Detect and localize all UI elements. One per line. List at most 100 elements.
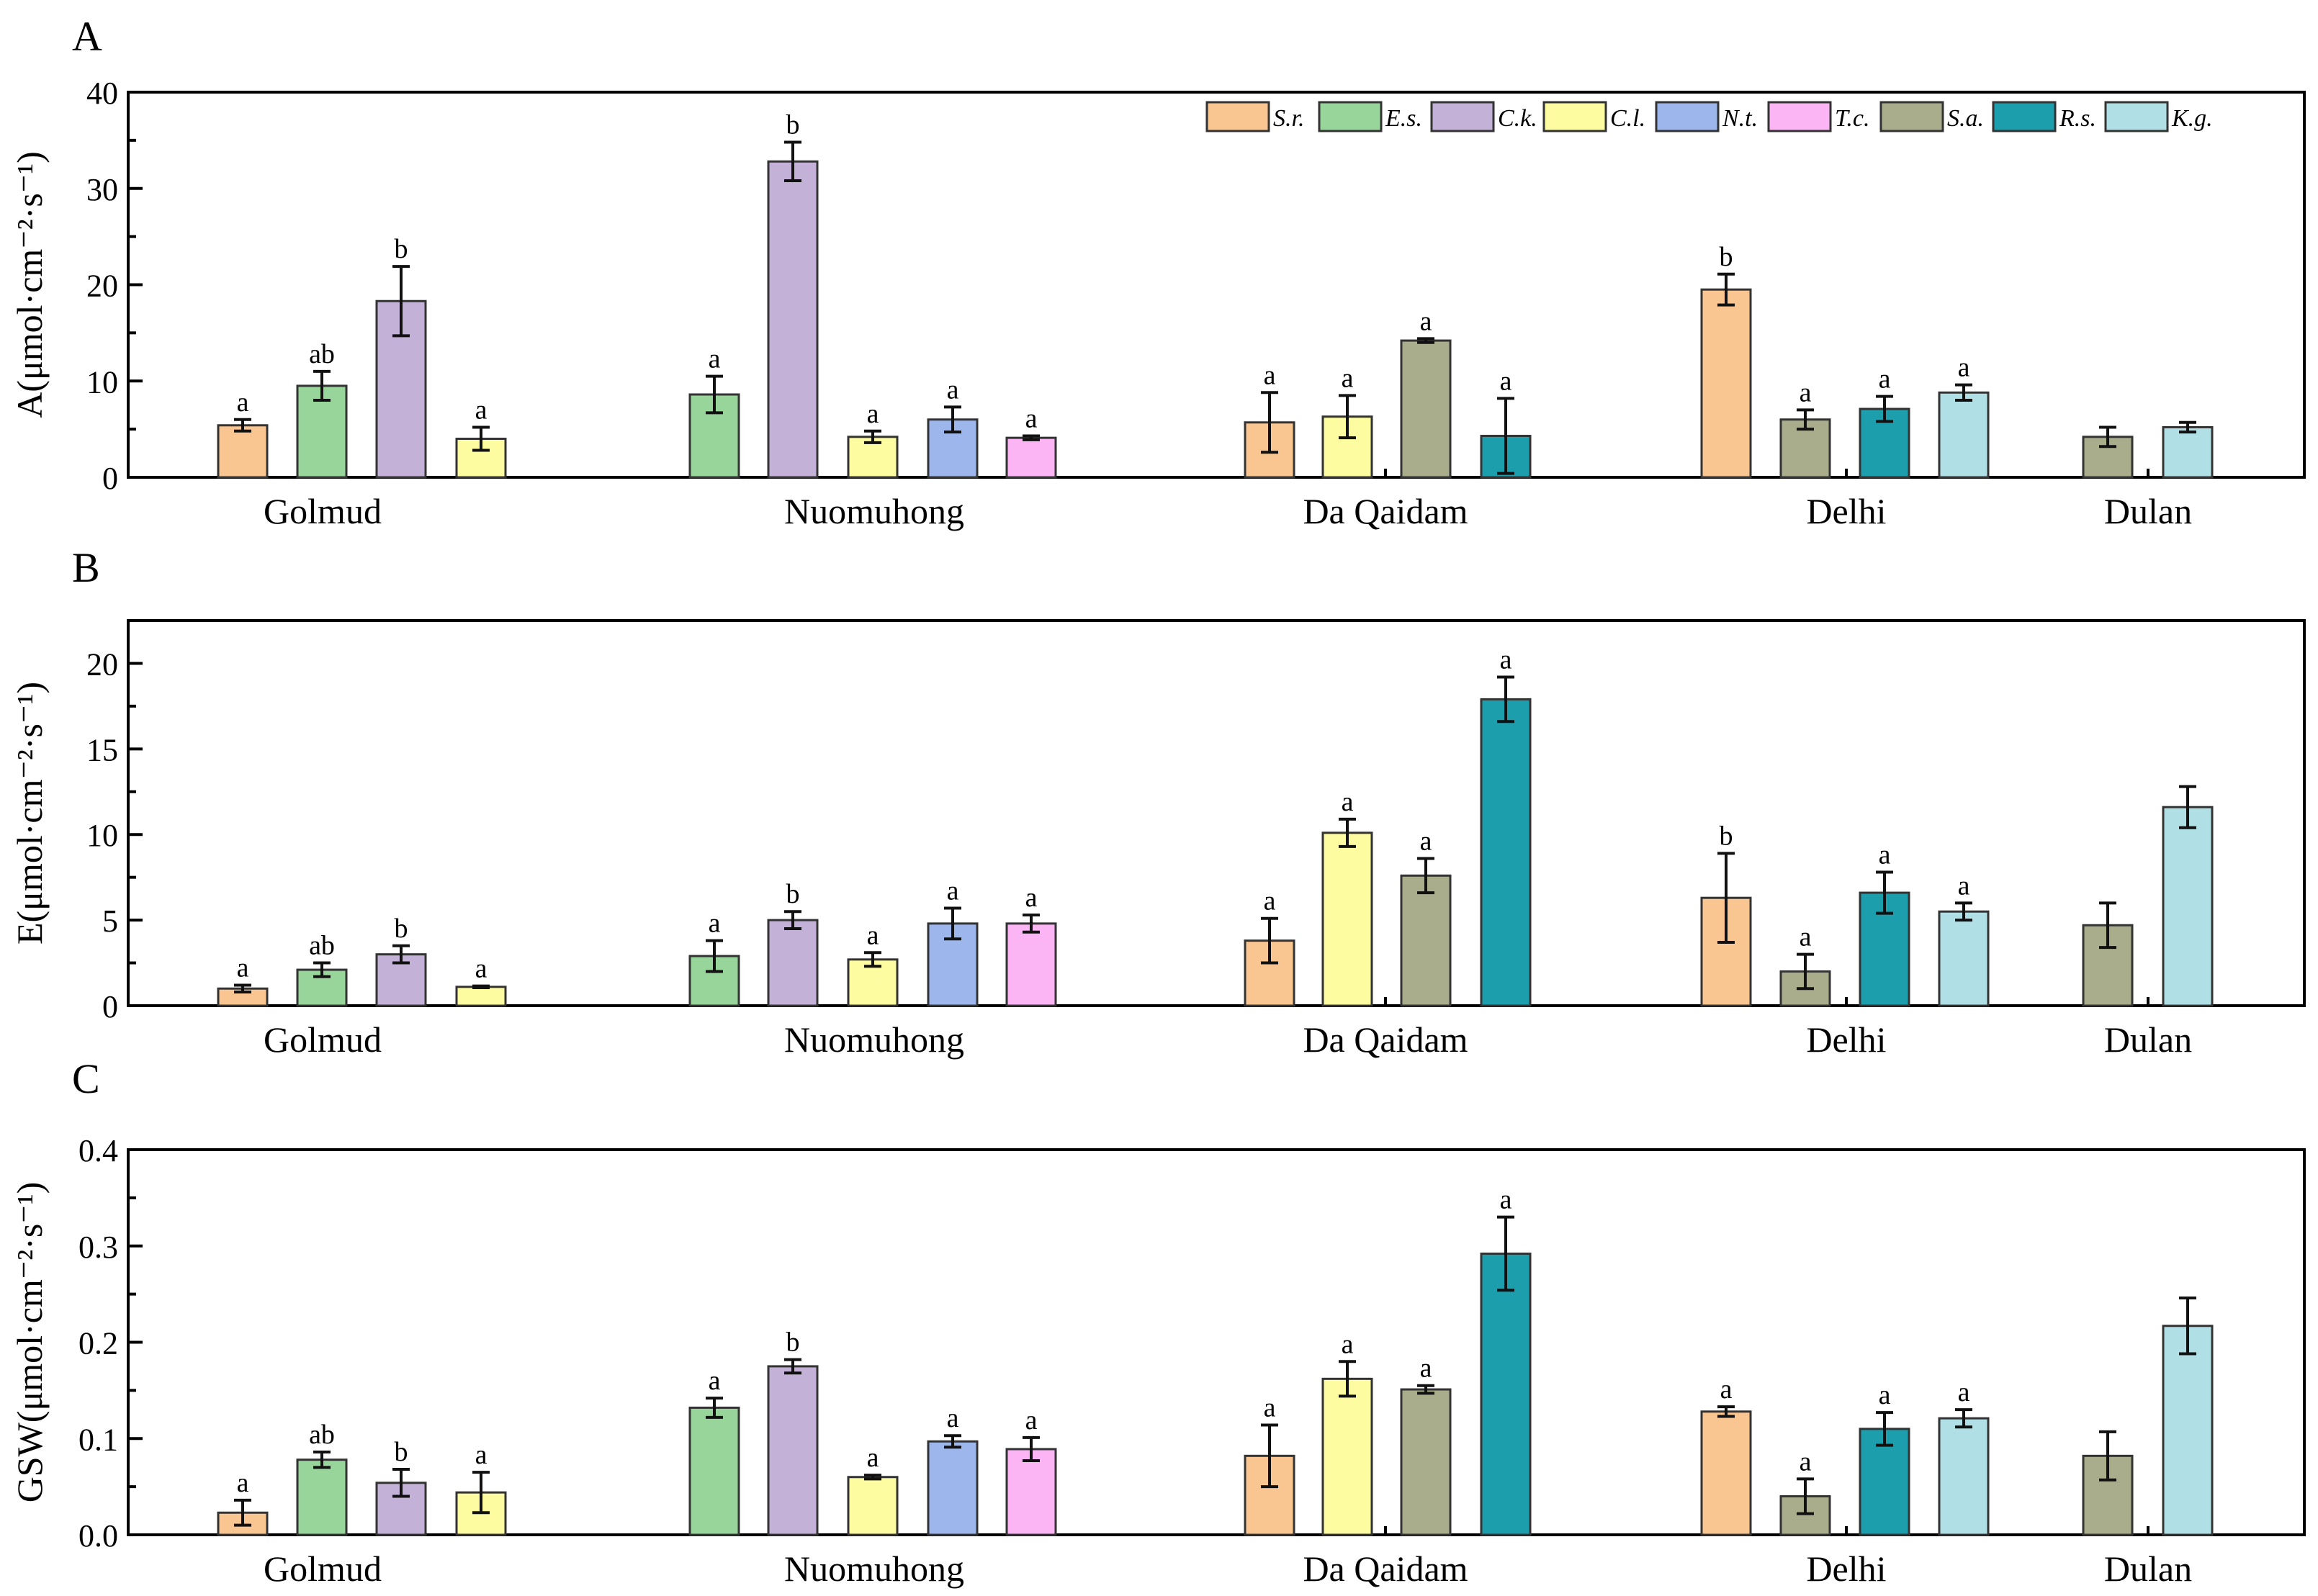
y-tick-label: 15 — [86, 732, 118, 767]
significance-letter: a — [709, 909, 721, 939]
significance-letter: a — [1420, 826, 1432, 857]
legend-swatch — [1992, 101, 2057, 132]
significance-letter: b — [1720, 242, 1733, 272]
significance-letter: a — [1879, 840, 1891, 870]
x-category-label: Delhi — [1806, 1548, 1886, 1589]
x-category-label: Dulan — [2104, 491, 2192, 531]
bar — [1938, 1417, 1990, 1536]
x-category-label: Da Qaidam — [1303, 491, 1468, 531]
y-tick-label: 30 — [86, 172, 118, 207]
significance-letter: a — [475, 954, 488, 984]
significance-letter: a — [1879, 364, 1891, 395]
significance-letter: a — [1958, 353, 1970, 383]
bar — [2162, 1325, 2214, 1536]
panel-label: C — [72, 1055, 100, 1102]
bar — [2162, 425, 2214, 479]
y-tick-label: 20 — [86, 646, 118, 682]
legend-swatch — [1879, 101, 1944, 132]
x-category-label: Nuomuhong — [784, 491, 964, 531]
significance-letter: a — [947, 875, 959, 906]
y-tick-label: 10 — [86, 818, 118, 853]
legend-label: E.s. — [1385, 105, 1422, 132]
bar — [767, 160, 819, 479]
x-category-label: Da Qaidam — [1303, 1019, 1468, 1060]
legend-label: R.s. — [2059, 105, 2096, 132]
bar — [1005, 922, 1057, 1007]
significance-letter: a — [947, 1403, 959, 1433]
x-category-label: Golmud — [264, 1548, 382, 1589]
significance-letter: a — [1025, 1405, 1038, 1435]
significance-letter: a — [867, 1443, 879, 1473]
significance-letter: a — [1342, 363, 1354, 393]
bar — [688, 1406, 740, 1536]
y-axis-label: E(μmol·cm⁻²·s⁻¹) — [9, 682, 50, 944]
significance-letter: b — [786, 1327, 800, 1358]
significance-letter: a — [237, 952, 249, 983]
panel-C: C 0.0 0.1 0.2 0.3 0.4 GSW(μmol·cm⁻²·s⁻¹) Golmud… — [9, 1055, 2306, 1589]
significance-letter: b — [786, 110, 800, 140]
panel-label: B — [72, 544, 100, 591]
significance-letter: a — [1800, 1446, 1812, 1476]
significance-letter: b — [395, 914, 408, 944]
y-tick-label: 0.3 — [78, 1230, 118, 1265]
bar — [1938, 391, 1990, 479]
legend-label: S.r. — [1273, 105, 1304, 132]
y-tick-label: 0 — [102, 461, 118, 496]
bar — [1005, 1448, 1057, 1536]
bar — [1480, 698, 1532, 1007]
significance-letter: a — [1342, 787, 1354, 817]
bar — [767, 1365, 819, 1536]
legend-swatch — [1205, 101, 1270, 132]
legend-swatch — [1430, 101, 1495, 132]
y-tick-label: 40 — [86, 76, 118, 111]
bar — [1321, 831, 1373, 1007]
significance-letter: a — [1025, 403, 1038, 433]
bar — [1700, 288, 1752, 479]
bar — [767, 919, 819, 1007]
bar — [1700, 1410, 1752, 1536]
significance-letter: a — [475, 395, 488, 425]
significance-letter: a — [475, 1440, 488, 1470]
significance-letter: a — [867, 399, 879, 429]
significance-letter: a — [1500, 1185, 1512, 1215]
legend-label: C.l. — [1610, 105, 1645, 132]
legend-swatch — [1655, 101, 1720, 132]
plot-frame — [127, 619, 2306, 1007]
x-category-label: Golmud — [264, 491, 382, 531]
bar — [2082, 924, 2134, 1007]
legend-label: N.t. — [1722, 105, 1758, 132]
significance-letter: a — [1264, 886, 1276, 916]
legend-swatch — [1318, 101, 1383, 132]
bar — [1005, 436, 1057, 479]
x-category-label: Dulan — [2104, 1548, 2192, 1589]
significance-letter: a — [237, 387, 249, 418]
x-category-label: Nuomuhong — [784, 1019, 964, 1060]
bar — [455, 438, 507, 479]
legend: S.r. E.s. C.k. C.l. N.t. T.c. S.a. R.s. K.g. — [1205, 101, 2213, 132]
significance-letter: a — [947, 374, 959, 405]
significance-letter: b — [786, 879, 800, 909]
significance-letter: b — [395, 1437, 408, 1467]
y-tick-label: 0.0 — [78, 1518, 118, 1554]
y-tick-label: 0.2 — [78, 1326, 118, 1361]
significance-letter: b — [1720, 821, 1733, 851]
legend-swatch — [1767, 101, 1832, 132]
legend-label: C.k. — [1498, 105, 1537, 132]
y-tick-label: 10 — [86, 364, 118, 400]
bar — [455, 986, 507, 1007]
bar — [1400, 874, 1452, 1007]
y-tick-label: 0.4 — [78, 1133, 118, 1168]
significance-letter: a — [1800, 922, 1812, 952]
significance-letter: ab — [309, 1420, 335, 1450]
y-tick-label: 0.1 — [78, 1422, 118, 1457]
significance-letter: a — [1264, 360, 1276, 390]
significance-letter: b — [395, 234, 408, 264]
y-tick-label: 20 — [86, 269, 118, 304]
significance-letter: a — [1264, 1393, 1276, 1423]
y-tick-label: 0 — [102, 989, 118, 1024]
significance-letter: a — [1958, 1377, 1970, 1407]
significance-letter: a — [867, 920, 879, 950]
significance-letter: ab — [309, 339, 335, 369]
significance-letter: a — [1800, 377, 1812, 407]
